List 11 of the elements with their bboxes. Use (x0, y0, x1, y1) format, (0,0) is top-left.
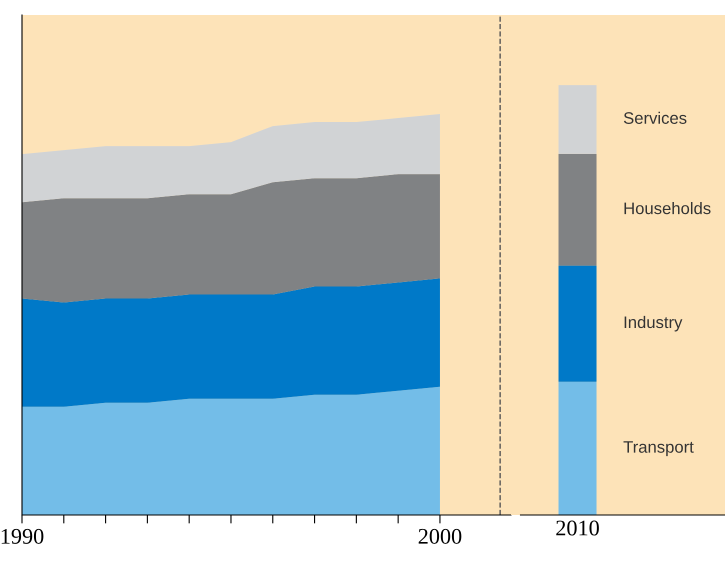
series-label: Industry (624, 316, 682, 332)
bar (558, 266, 597, 382)
x-tick-label: 1990 (2, 528, 44, 544)
bar (558, 382, 597, 515)
x-tick-label: 2000 (418, 528, 462, 544)
x-tick-label: 2010 (556, 520, 599, 536)
bar (558, 154, 597, 266)
series-label: Transport (624, 441, 694, 456)
series-label: Households (624, 202, 711, 214)
bar (558, 85, 597, 154)
series-label: Services (624, 112, 686, 124)
